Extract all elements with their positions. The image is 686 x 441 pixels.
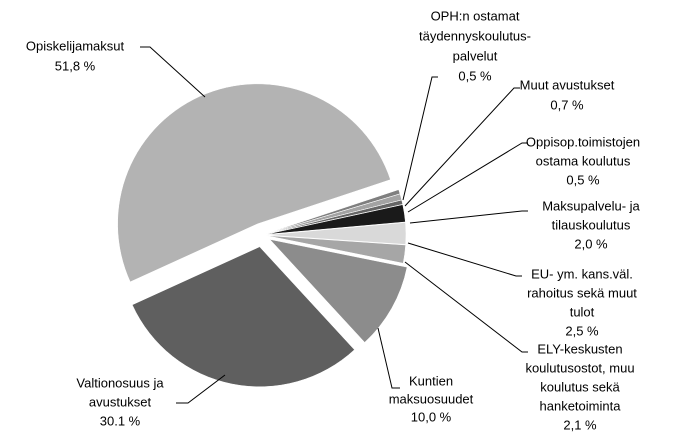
slice-label: Muut avustukset [520, 77, 615, 92]
leader-line [404, 87, 520, 207]
pie-slice [269, 239, 408, 343]
slice-label: EU- ym. kans.väl. [531, 266, 633, 281]
pie-slice [265, 235, 406, 264]
pie-slice [131, 246, 355, 387]
slice-label: Valtionosuus ja [76, 375, 164, 390]
pie-slice [117, 83, 391, 283]
leader-line [407, 242, 522, 277]
slice-label: tulot [570, 304, 595, 319]
slice-label: avustukset [89, 394, 152, 409]
value-label: 0,5 % [458, 68, 492, 83]
slice-label: Opiskelijamaksut [26, 38, 125, 53]
value-label: 2,0 % [574, 236, 608, 251]
pie-slice [265, 199, 403, 235]
slice-label: tilauskoulutus [552, 217, 631, 232]
slice-label: ostama koulutus [536, 153, 631, 168]
slice-label: Oppisop.toimistojen [526, 134, 640, 149]
value-label: 51,8 % [55, 58, 96, 73]
value-label: 0,5 % [566, 172, 600, 187]
leader-line [409, 210, 528, 224]
slice-label: koulutusostot, muu [525, 360, 634, 375]
slice-label: hanketoiminta [540, 398, 622, 413]
slice-label: Maksupalvelu- ja [542, 198, 640, 213]
leader-line [176, 374, 226, 404]
leader-line [404, 261, 528, 353]
slice-label: palvelut [453, 48, 498, 63]
value-label: 2,5 % [565, 323, 599, 338]
leader-line [407, 142, 528, 213]
slice-label: Kuntien [409, 373, 453, 388]
pie-slice [265, 204, 406, 235]
value-label: 10,0 % [411, 409, 452, 424]
slice-label: rahoitus sekä muut [527, 285, 637, 300]
value-label: 30.1 % [100, 413, 141, 428]
pie-slice [265, 222, 407, 245]
slice-label: koulutus sekä [540, 379, 620, 394]
slice-label: ELY-keskusten [537, 341, 622, 356]
leader-line [377, 327, 400, 389]
leader-line [402, 76, 438, 201]
value-label: 2,1 % [563, 417, 597, 432]
slice-label: maksuosuudet [389, 391, 474, 406]
value-label: 0,7 % [550, 97, 584, 112]
slice-label: OPH:n ostamat [431, 8, 520, 23]
leader-line [140, 46, 206, 98]
slice-label: täydennyskoulutus- [419, 28, 531, 43]
